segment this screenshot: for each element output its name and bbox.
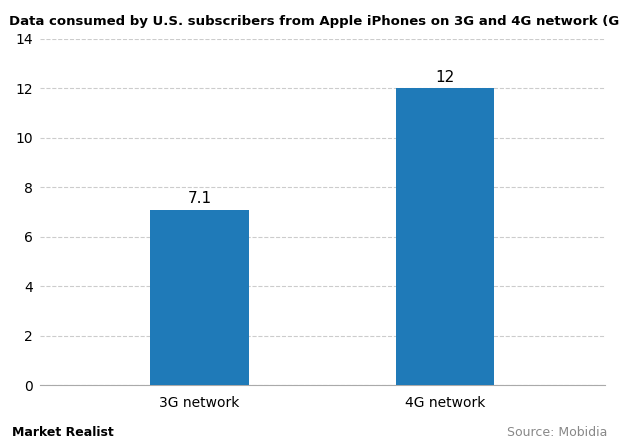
Bar: [150, 210, 249, 385]
Bar: [396, 88, 494, 385]
Text: 12: 12: [436, 70, 455, 85]
Text: Market Realist: Market Realist: [12, 426, 114, 439]
Text: Source: Mobidia: Source: Mobidia: [507, 426, 608, 439]
Title: Data consumed by U.S. subscribers from Apple iPhones on 3G and 4G network (GB): Data consumed by U.S. subscribers from A…: [9, 15, 620, 28]
Text: 7.1: 7.1: [187, 191, 211, 206]
